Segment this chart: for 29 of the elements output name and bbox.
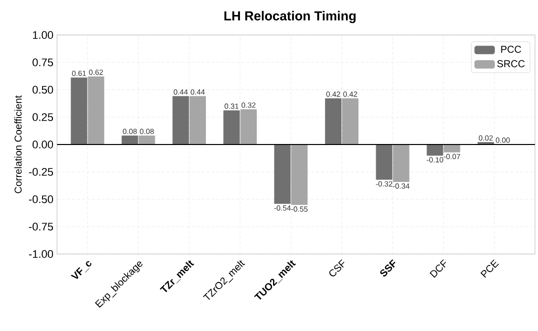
y-tick-label: 0.75 bbox=[32, 58, 54, 66]
y-tick-label: 0.00 bbox=[32, 140, 54, 148]
bar bbox=[70, 78, 88, 145]
y-tick-label: 0.50 bbox=[32, 86, 54, 94]
y-tick-label: -0.50 bbox=[28, 195, 54, 204]
bar bbox=[190, 96, 206, 145]
bar bbox=[291, 144, 308, 205]
bar bbox=[426, 144, 444, 156]
y-tick-label: -0.75 bbox=[28, 222, 54, 231]
bar bbox=[342, 98, 358, 145]
bar bbox=[392, 144, 410, 182]
y-axis-title: Correlation Coefficient bbox=[14, 95, 22, 194]
y-tick-label: -1.00 bbox=[28, 250, 54, 258]
bar bbox=[444, 144, 460, 152]
y-tick-label: 0.25 bbox=[32, 113, 54, 122]
bar bbox=[240, 109, 257, 145]
bar bbox=[88, 76, 104, 145]
bar bbox=[274, 144, 291, 204]
legend-label: SRCC bbox=[497, 60, 525, 68]
legend-label: PCC bbox=[501, 46, 522, 53]
bar bbox=[122, 136, 138, 145]
y-tick-label: -0.25 bbox=[28, 168, 54, 176]
bar bbox=[138, 136, 156, 145]
bar bbox=[172, 96, 189, 145]
bar bbox=[223, 110, 240, 145]
bar bbox=[376, 144, 392, 180]
chart-title: LH Relocation Timing bbox=[224, 10, 356, 24]
bar bbox=[325, 98, 342, 145]
y-tick-label: 1.00 bbox=[32, 31, 54, 39]
